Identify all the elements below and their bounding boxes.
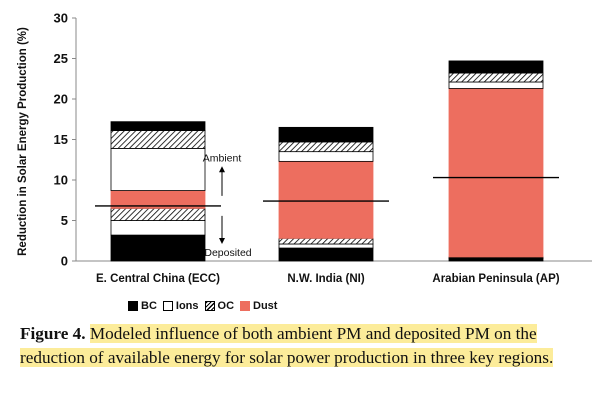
bar-segment-oc-deposited	[278, 237, 374, 245]
ambient-annotation: Ambient	[203, 152, 242, 164]
caption-text: Modeled influence of both ambient PM and…	[20, 324, 554, 367]
legend-swatch-dust	[240, 301, 251, 311]
ambient-arrow-head	[219, 166, 225, 173]
bar-segment-dust-ambient	[278, 160, 374, 239]
deposited-arrow-head	[219, 237, 225, 244]
y-tick-label: 20	[54, 92, 68, 107]
legend-item-ions: Ions	[162, 300, 199, 312]
figure-caption: Figure 4. Modeled influence of both ambi…	[20, 322, 585, 370]
y-axis-label: Reduction in Solar Energy Production (%)	[17, 27, 29, 256]
bar-segment-oc-ambient	[278, 141, 374, 153]
bar-segment-oc-deposited	[110, 207, 206, 221]
bar-segment-bc-deposited	[278, 247, 374, 262]
bar-segment-bc-ambient	[448, 60, 544, 74]
caption-label: Figure 4.	[20, 324, 86, 343]
x-category-label: Arabian Peninsula (AP)	[432, 273, 559, 285]
bar-segment-oc-ambient	[448, 72, 544, 83]
bar-segment-ions-ambient	[278, 151, 374, 162]
legend-label-dust: Dust	[253, 300, 278, 312]
bar-segment-ions-ambient	[110, 148, 206, 191]
y-tick-label: 30	[54, 11, 68, 26]
x-category-label: N.W. India (NI)	[287, 273, 364, 285]
bar-segment-bc-ambient	[278, 126, 374, 143]
legend-swatch-ions	[162, 301, 173, 311]
deposited-annotation: Deposited	[204, 247, 251, 259]
bar-segment-ions-deposited	[278, 243, 374, 249]
y-tick-label: 25	[54, 51, 68, 66]
bar-segment-ions-ambient	[448, 81, 544, 89]
bar-segment-dust-ambient	[448, 88, 544, 258]
legend-item-dust: Dust	[240, 300, 277, 312]
legend-item-bc: BC	[128, 300, 157, 312]
labels: 0 5 10 15 20 25 30 Reduction in Solar Energy Pr…	[17, 11, 560, 286]
x-category-label: E. Central China (ECC)	[96, 273, 220, 285]
stacked-bar-chart: 0 5 10 15 20 25 30 Reduction in Solar Energy Pr…	[17, 11, 592, 286]
legend-label-ions: Ions	[175, 300, 199, 312]
legend-swatch-bc	[128, 301, 138, 311]
y-tick-label: 10	[54, 173, 68, 188]
bar-segment-oc-ambient	[110, 130, 206, 149]
bar-segment-ions-deposited	[110, 220, 206, 236]
legend-swatch-oc	[204, 301, 215, 311]
legend: BC Ions OC Dust	[128, 300, 283, 312]
bar-segment-bc-ambient	[110, 121, 206, 131]
bar-segment-bc-deposited	[110, 234, 206, 262]
y-tick-label: 0	[61, 254, 68, 269]
legend-item-oc: OC	[204, 300, 235, 312]
legend-label-bc: BC	[141, 300, 157, 312]
y-tick-label: 5	[61, 213, 68, 228]
y-tick-label: 15	[54, 132, 68, 147]
bars	[95, 60, 559, 262]
legend-label-oc: OC	[217, 300, 235, 312]
